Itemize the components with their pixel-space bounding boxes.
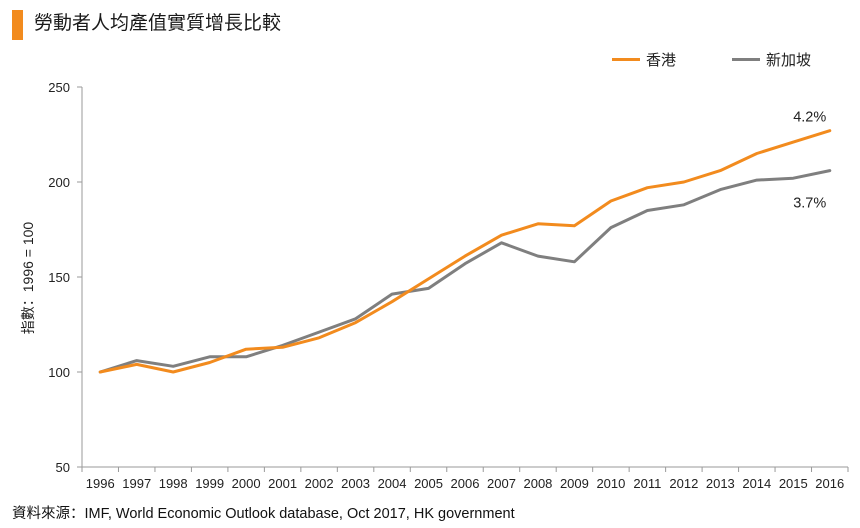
series-line-hong-kong (98, 129, 832, 374)
y-tick-label: 50 (56, 460, 70, 475)
series-line-singapore (98, 169, 832, 374)
end-label-hong-kong: 4.2% (793, 110, 826, 126)
y-axis-label: 指數：1996 = 100 (20, 222, 36, 335)
legend-swatch-singapore (732, 57, 760, 61)
x-tick-label: 1996 (86, 476, 115, 491)
legend-item-singapore: 新加坡 (732, 48, 811, 70)
x-tick-label: 2007 (487, 476, 516, 491)
x-tick-label: 2004 (378, 476, 407, 491)
legend-label-singapore: 新加坡 (766, 51, 812, 69)
y-tick-label: 150 (48, 270, 70, 285)
legend-swatch-hong-kong (612, 57, 640, 61)
label-layer: 4.2% 3.7% (793, 110, 826, 212)
x-tick-label: 2010 (596, 476, 625, 491)
x-tick-label: 2006 (451, 476, 480, 491)
series-layer (98, 129, 832, 374)
legend-item-hong-kong: 香港 (612, 48, 676, 70)
x-tick-label: 2008 (523, 476, 552, 491)
x-tick-label: 2013 (706, 476, 735, 491)
x-tick-label: 2015 (779, 476, 808, 491)
x-tick-label: 2002 (305, 476, 334, 491)
end-label-singapore: 3.7% (793, 196, 826, 212)
y-tick-label: 250 (48, 80, 70, 95)
x-tick-label: 1999 (195, 476, 224, 491)
x-tick-label: 2011 (633, 476, 661, 491)
source-note: 資料來源：IMF, World Economic Outlook databas… (12, 506, 515, 522)
x-tick-label: 2014 (742, 476, 771, 491)
x-tick-label: 1997 (122, 476, 151, 491)
x-tick-label: 2005 (414, 476, 443, 491)
chart-title: 勞動者人均產值實質增長比較 (34, 13, 282, 34)
y-tick-label: 200 (48, 175, 70, 190)
y-tick-label: 100 (48, 365, 70, 380)
chart-axes: 50 100 150 200 250 1996 1997 1998 1999 2000 2001 20… (48, 80, 849, 491)
x-tick-label: 2016 (815, 476, 844, 491)
x-tick-label: 2009 (560, 476, 589, 491)
x-tick-label: 2000 (232, 476, 261, 491)
x-tick-label: 1998 (159, 476, 188, 491)
x-tick-label: 2012 (669, 476, 698, 491)
title-accent-bar (12, 10, 23, 40)
x-tick-label: 2001 (268, 476, 297, 491)
x-tick-label: 2003 (341, 476, 370, 491)
legend-label-hong-kong: 香港 (646, 51, 677, 69)
